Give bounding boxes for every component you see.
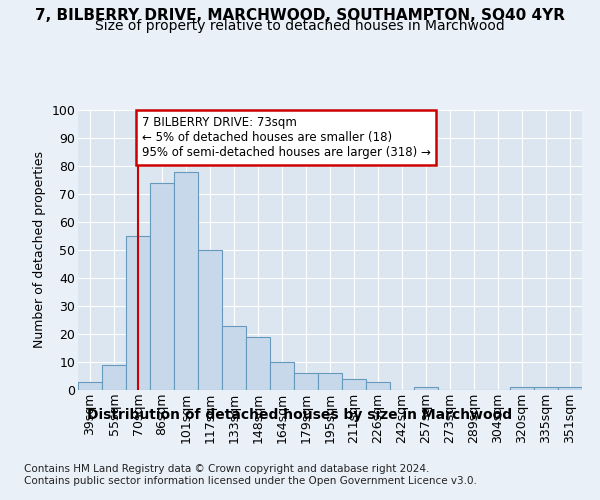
Bar (222, 326, 246, 390)
Bar (102, 365, 126, 390)
Bar (342, 379, 366, 390)
Y-axis label: Number of detached properties: Number of detached properties (33, 152, 46, 348)
Bar (126, 236, 150, 390)
Bar (78, 382, 102, 390)
Bar (150, 183, 174, 390)
Text: Distribution of detached houses by size in Marchwood: Distribution of detached houses by size … (88, 408, 512, 422)
Text: 7 BILBERRY DRIVE: 73sqm
← 5% of detached houses are smaller (18)
95% of semi-det: 7 BILBERRY DRIVE: 73sqm ← 5% of detached… (142, 116, 430, 158)
Bar (366, 382, 390, 390)
Text: Contains public sector information licensed under the Open Government Licence v3: Contains public sector information licen… (24, 476, 477, 486)
Bar (558, 387, 582, 390)
Bar (414, 387, 438, 390)
Text: Contains HM Land Registry data © Crown copyright and database right 2024.: Contains HM Land Registry data © Crown c… (24, 464, 430, 474)
Bar (198, 250, 222, 390)
Bar (294, 373, 318, 390)
Bar (246, 337, 270, 390)
Bar (174, 172, 198, 390)
Bar (510, 387, 534, 390)
Text: Size of property relative to detached houses in Marchwood: Size of property relative to detached ho… (95, 19, 505, 33)
Bar (318, 373, 342, 390)
Bar (270, 362, 294, 390)
Bar (534, 387, 558, 390)
Text: 7, BILBERRY DRIVE, MARCHWOOD, SOUTHAMPTON, SO40 4YR: 7, BILBERRY DRIVE, MARCHWOOD, SOUTHAMPTO… (35, 8, 565, 22)
